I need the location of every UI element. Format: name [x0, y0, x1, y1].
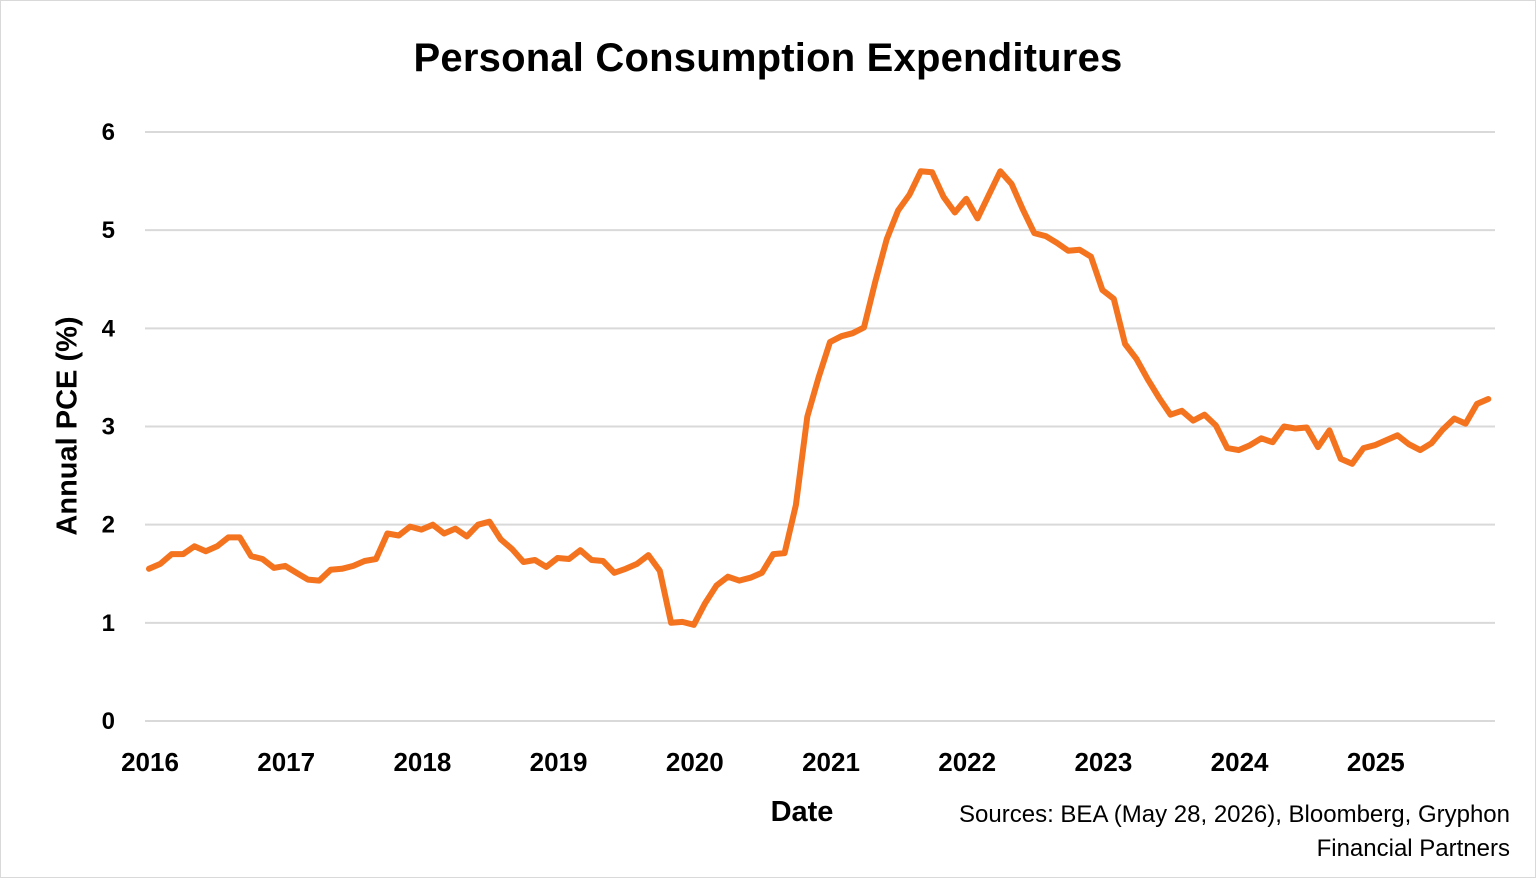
- series-line-pce: [146, 168, 1492, 628]
- gridlines: [145, 131, 1495, 722]
- x-axis-ticks: 2016 2017 2018 2019 2020 2021 2022 2023 2024 2025: [121, 747, 1405, 777]
- x-tick-label: 2018: [393, 747, 451, 777]
- x-tick-label: 2017: [257, 747, 315, 777]
- x-axis-label: Date: [770, 796, 834, 828]
- series-layer: [146, 168, 1492, 628]
- y-axis-label: Annual PCE (%): [51, 316, 84, 536]
- y-tick-label: 4: [102, 315, 116, 342]
- y-tick-label: 3: [102, 414, 115, 441]
- y-tick-label: 0: [102, 708, 115, 735]
- y-axis-ticks: 0 1 2 3 4 5 6: [102, 119, 116, 735]
- x-tick-label: 2025: [1347, 747, 1405, 777]
- y-tick-label: 1: [102, 610, 115, 637]
- x-tick-label: 2023: [1074, 747, 1132, 777]
- source-note: Sources: BEA (May 28, 2026), Bloomberg, …: [959, 801, 1510, 862]
- y-tick-label: 6: [102, 119, 115, 146]
- x-tick-label: 2022: [938, 747, 996, 777]
- x-tick-label: 2024: [1211, 747, 1269, 777]
- x-tick-label: 2021: [802, 747, 860, 777]
- x-tick-label: 2020: [666, 747, 724, 777]
- y-tick-label: 5: [102, 217, 115, 244]
- chart-title: Personal Consumption Expenditures: [413, 36, 1123, 80]
- x-tick-label: 2016: [121, 747, 179, 777]
- y-tick-label: 2: [102, 512, 115, 539]
- x-tick-label: 2019: [530, 747, 588, 777]
